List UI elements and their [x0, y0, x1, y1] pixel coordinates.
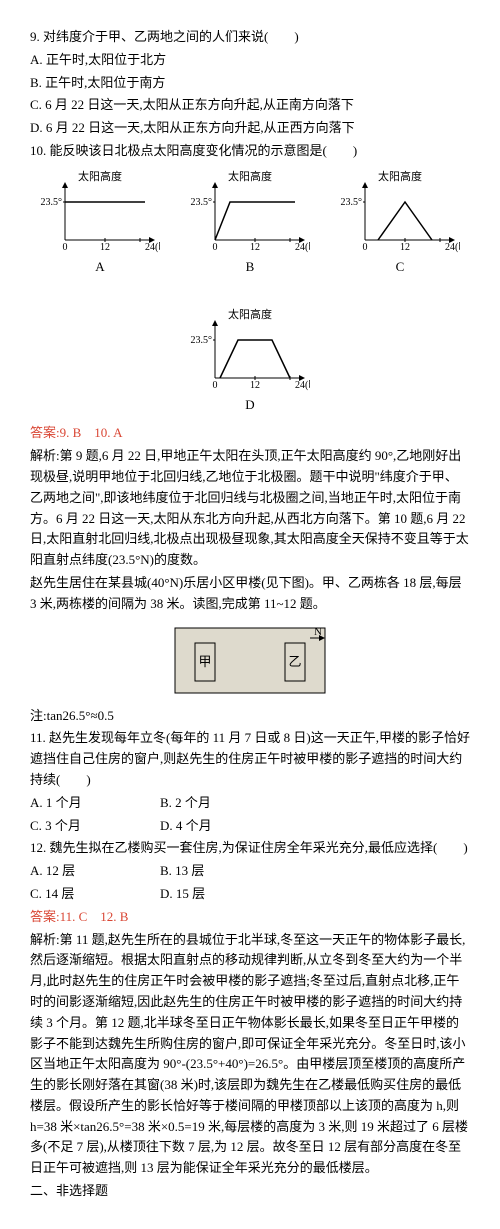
chart-d-label: D: [245, 395, 254, 416]
ytick: 23.5°: [191, 197, 213, 208]
ytick: 23.5°: [191, 335, 213, 346]
chart-b-label: B: [246, 257, 255, 278]
q10-charts: 太阳高度 23.5° 0 12 24(时) A 太阳高度 23.5° 0 1: [30, 170, 470, 416]
building-diagram: 甲 乙 N: [30, 623, 470, 698]
section-heading: 二、非选择题: [30, 1181, 470, 1202]
xtick0: 0: [363, 242, 368, 253]
q9-stem: 9. 对纬度介于甲、乙两地之间的人们来说( ): [30, 27, 470, 48]
q12-opt-a: A. 12 层: [30, 861, 110, 882]
q12-opt-c: C. 14 层: [30, 884, 110, 905]
xtick1: 12: [100, 242, 110, 253]
xtick2: 24(时): [295, 379, 310, 391]
data-line-d: [220, 340, 290, 378]
chart-c-label: C: [396, 257, 405, 278]
q9-opt-c: C. 6 月 22 日这一天,太阳从正东方向升起,从正南方向落下: [30, 95, 470, 116]
q9-opt-d: D. 6 月 22 日这一天,太阳从正东方向升起,从正西方向落下: [30, 118, 470, 139]
chart-b-svg: 太阳高度 23.5° 0 12 24(时): [190, 170, 310, 255]
q11-opts-row1: A. 1 个月 B. 2 个月: [30, 793, 470, 814]
chart-c-svg: 太阳高度 23.5° 0 12 24(时): [340, 170, 460, 255]
ytick: 23.5°: [41, 197, 63, 208]
building-svg: 甲 乙 N: [170, 623, 330, 698]
arrow-y: [62, 182, 68, 188]
xtick0: 0: [63, 242, 68, 253]
q12-stem: 12. 魏先生拟在乙楼购买一套住房,为保证住房全年采光充分,最低应选择( ): [30, 838, 470, 859]
q11-stem: 11. 赵先生发现每年立冬(每年的 11 月 7 日或 8 日)这一天正午,甲楼…: [30, 728, 470, 790]
q11-opt-d: D. 4 个月: [160, 816, 240, 837]
q12-opt-d: D. 15 层: [160, 884, 240, 905]
chart-b-ylabel: 太阳高度: [228, 170, 272, 183]
q12-opts-row1: A. 12 层 B. 13 层: [30, 861, 470, 882]
ytick: 23.5°: [341, 197, 363, 208]
chart-a: 太阳高度 23.5° 0 12 24(时) A: [40, 170, 160, 278]
label-yi: 乙: [288, 654, 301, 669]
xtick1: 12: [250, 380, 260, 391]
chart-b: 太阳高度 23.5° 0 12 24(时) B: [190, 170, 310, 278]
label-jia: 甲: [198, 654, 211, 669]
explanation-9-10: 解析:第 9 题,6 月 22 日,甲地正午太阳在头顶,正午太阳高度约 90°,…: [30, 446, 470, 571]
chart-d-ylabel: 太阳高度: [228, 308, 272, 321]
chart-c-ylabel: 太阳高度: [378, 170, 422, 183]
data-line-c: [378, 202, 432, 240]
answer-11-12: 答案:11. C 12. B: [30, 907, 470, 928]
q9-opt-a: A. 正午时,太阳位于北方: [30, 50, 470, 71]
xtick0: 0: [213, 242, 218, 253]
chart-a-ylabel: 太阳高度: [78, 170, 122, 183]
xtick2: 24(时): [295, 241, 310, 253]
q11-opt-b: B. 2 个月: [160, 793, 240, 814]
xtick0: 0: [213, 380, 218, 391]
chart-c: 太阳高度 23.5° 0 12 24(时) C: [340, 170, 460, 278]
chart-d-svg: 太阳高度 23.5° 0 12 24(时): [190, 308, 310, 393]
xtick1: 12: [400, 242, 410, 253]
arrow-y: [362, 182, 368, 188]
answer-9-10: 答案:9. B 10. A: [30, 423, 470, 444]
chart-a-label: A: [95, 257, 104, 278]
q12-opt-b: B. 13 层: [160, 861, 240, 882]
xtick2: 24(时): [145, 241, 160, 253]
arrow-y: [212, 182, 218, 188]
data-line-b: [215, 202, 295, 240]
explanation-11-12: 解析:第 11 题,赵先生所在的县城位于北半球,冬至这一天正午的物体影子最长,然…: [30, 930, 470, 1180]
xtick2: 24(时): [445, 241, 460, 253]
xtick1: 12: [250, 242, 260, 253]
q11-opts-row2: C. 3 个月 D. 4 个月: [30, 816, 470, 837]
note-tan: 注:tan26.5°≈0.5: [30, 706, 470, 727]
q12-opts-row2: C. 14 层 D. 15 层: [30, 884, 470, 905]
q10-stem: 10. 能反映该日北极点太阳高度变化情况的示意图是( ): [30, 141, 470, 162]
scenario-text: 赵先生居住在某县城(40°N)乐居小区甲楼(见下图)。甲、乙两栋各 18 层,每…: [30, 573, 470, 615]
arrow-y: [212, 320, 218, 326]
chart-d: 太阳高度 23.5° 0 12 24(时) D: [190, 308, 310, 416]
q9-opt-b: B. 正午时,太阳位于南方: [30, 73, 470, 94]
q11-opt-a: A. 1 个月: [30, 793, 110, 814]
q11-opt-c: C. 3 个月: [30, 816, 110, 837]
chart-a-svg: 太阳高度 23.5° 0 12 24(时): [40, 170, 160, 255]
north-label: N: [314, 626, 322, 638]
